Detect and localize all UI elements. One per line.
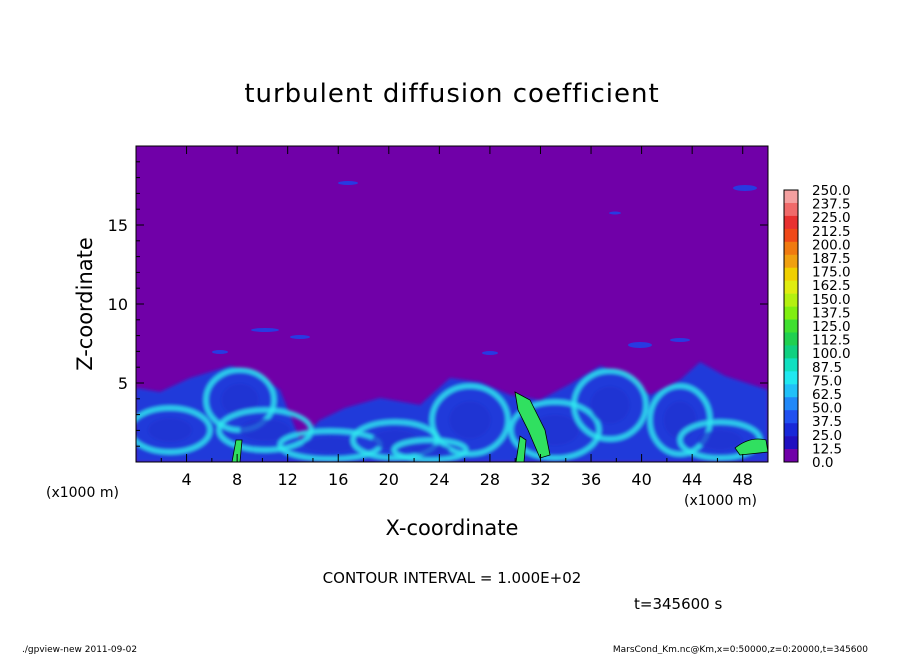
y-axis-title: Z-coordinate <box>73 237 97 371</box>
colorbar-swatch <box>784 371 798 385</box>
colorbar-label: 250.0 <box>812 183 851 199</box>
x-tick-label: 48 <box>733 470 753 489</box>
x-tick-label: 36 <box>581 470 601 489</box>
eddy-core <box>221 383 259 417</box>
colorbar-label: 237.5 <box>812 197 851 213</box>
colorbar-swatch <box>784 215 798 230</box>
turbulent-eddy <box>136 405 213 455</box>
eddy-core <box>239 419 291 441</box>
x-tick-label: 32 <box>530 470 550 489</box>
y-axis-ticks: 5 10 15 <box>108 161 768 447</box>
x-axis-title: X-coordinate <box>386 516 519 540</box>
colorbar-swatch <box>784 254 798 269</box>
colorbar-swatch <box>784 267 798 281</box>
wisp <box>251 328 279 332</box>
x-tick-label: 28 <box>480 470 500 489</box>
wisp <box>338 181 358 185</box>
colorbar-swatch <box>784 190 798 204</box>
colorbar-label: 150.0 <box>812 292 851 308</box>
colorbar-label: 200.0 <box>812 237 851 253</box>
colorbar-swatch <box>784 228 798 243</box>
colorbar-swatch <box>784 345 798 359</box>
colorbar-label: 100.0 <box>812 346 851 362</box>
x-tick-label: 44 <box>682 470 702 489</box>
x-tick-label: 40 <box>631 470 651 489</box>
colorbar-swatch <box>784 449 798 463</box>
colorbar-label: 212.5 <box>812 224 851 240</box>
colorbar-swatch <box>784 241 798 256</box>
colorbar-swatch <box>784 319 798 333</box>
colorbar-label: 12.5 <box>812 441 842 457</box>
colorbar-swatch <box>784 280 798 294</box>
colorbar-swatch <box>784 410 798 424</box>
colorbar-swatch <box>784 332 798 346</box>
contour-interval-label: CONTOUR INTERVAL = 1.000E+02 <box>323 569 582 587</box>
turbulent-eddy <box>508 399 602 461</box>
wisp <box>212 350 228 354</box>
eddy-core <box>302 437 358 453</box>
colorbar-label: 62.5 <box>812 387 842 403</box>
colorbar-label: 112.5 <box>812 333 851 349</box>
eddy-core <box>698 430 742 450</box>
chart-title: turbulent diffusion coefficient <box>244 79 659 109</box>
colorbar-label: 125.0 <box>812 319 851 335</box>
turbulence-field <box>136 181 768 462</box>
colorbar-frame <box>783 189 799 463</box>
colorbar-label: 50.0 <box>812 401 842 417</box>
colorbar-label: 162.5 <box>812 278 851 294</box>
turbulent-eddy <box>429 383 511 457</box>
colorbar-label: 225.0 <box>812 210 851 226</box>
wisp <box>609 211 621 215</box>
wisp <box>628 342 652 348</box>
colorbar-swatch <box>784 306 798 320</box>
colorbar-swatch <box>784 384 798 398</box>
turbulent-eddy <box>647 383 713 457</box>
colorbar-label: 137.5 <box>812 305 851 321</box>
x-unit-label-left: (x1000 m) <box>46 485 119 501</box>
x-tick-label: 16 <box>328 470 348 489</box>
colorbar-label: 75.0 <box>812 373 842 389</box>
colorbar-swatch <box>784 293 798 307</box>
colorbar-label: 25.0 <box>812 428 842 444</box>
colorbar-label: 175.0 <box>812 265 851 281</box>
eddy-core <box>148 417 192 443</box>
wisp <box>290 335 310 339</box>
high-diffusion-patch <box>514 391 551 459</box>
x-tick-label: 20 <box>379 470 399 489</box>
colorbar-swatch <box>784 397 798 411</box>
x-tick-label: 4 <box>181 470 191 489</box>
colorbar-label: 187.5 <box>812 251 851 267</box>
colorbar-swatch <box>784 436 798 450</box>
eddy-core <box>449 401 491 439</box>
y-tick-label: 15 <box>108 216 128 235</box>
time-label: t=345600 s <box>634 595 722 613</box>
x-tick-label: 12 <box>278 470 298 489</box>
colorbar-label: 0.0 <box>812 455 833 471</box>
turbulent-eddy <box>391 437 469 462</box>
x-tick-label: 24 <box>429 470 449 489</box>
colorbar-swatch <box>784 358 798 372</box>
footer-right: MarsCond_Km.nc@Km,x=0:50000,z=0:20000,t=… <box>613 645 868 654</box>
colorbar-swatch <box>784 423 798 437</box>
colorbar: 250.0237.5225.0212.5200.0187.5175.0162.5… <box>783 183 851 471</box>
wisp <box>482 351 498 355</box>
wisp <box>670 338 690 342</box>
high-diffusion-patch <box>515 435 527 462</box>
x-unit-label-right: (x1000 m) <box>684 493 757 509</box>
y-tick-label: 10 <box>108 295 128 314</box>
y-tick-label: 5 <box>118 374 128 393</box>
high-diffusion-patch <box>231 439 243 462</box>
wisp <box>733 185 757 191</box>
x-axis-ticks: 4 8 12 16 20 24 28 32 36 40 44 48 <box>160 146 753 489</box>
x-tick-label: 8 <box>232 470 242 489</box>
colorbar-label: 37.5 <box>812 414 842 430</box>
colorbar-label: 87.5 <box>812 360 842 376</box>
colorbar-swatch <box>784 202 798 217</box>
turbulent-eddy <box>571 368 649 442</box>
eddy-core <box>590 386 630 424</box>
eddy-core <box>410 444 450 456</box>
footer-left: ./gpview-new 2011-09-02 <box>22 645 137 654</box>
